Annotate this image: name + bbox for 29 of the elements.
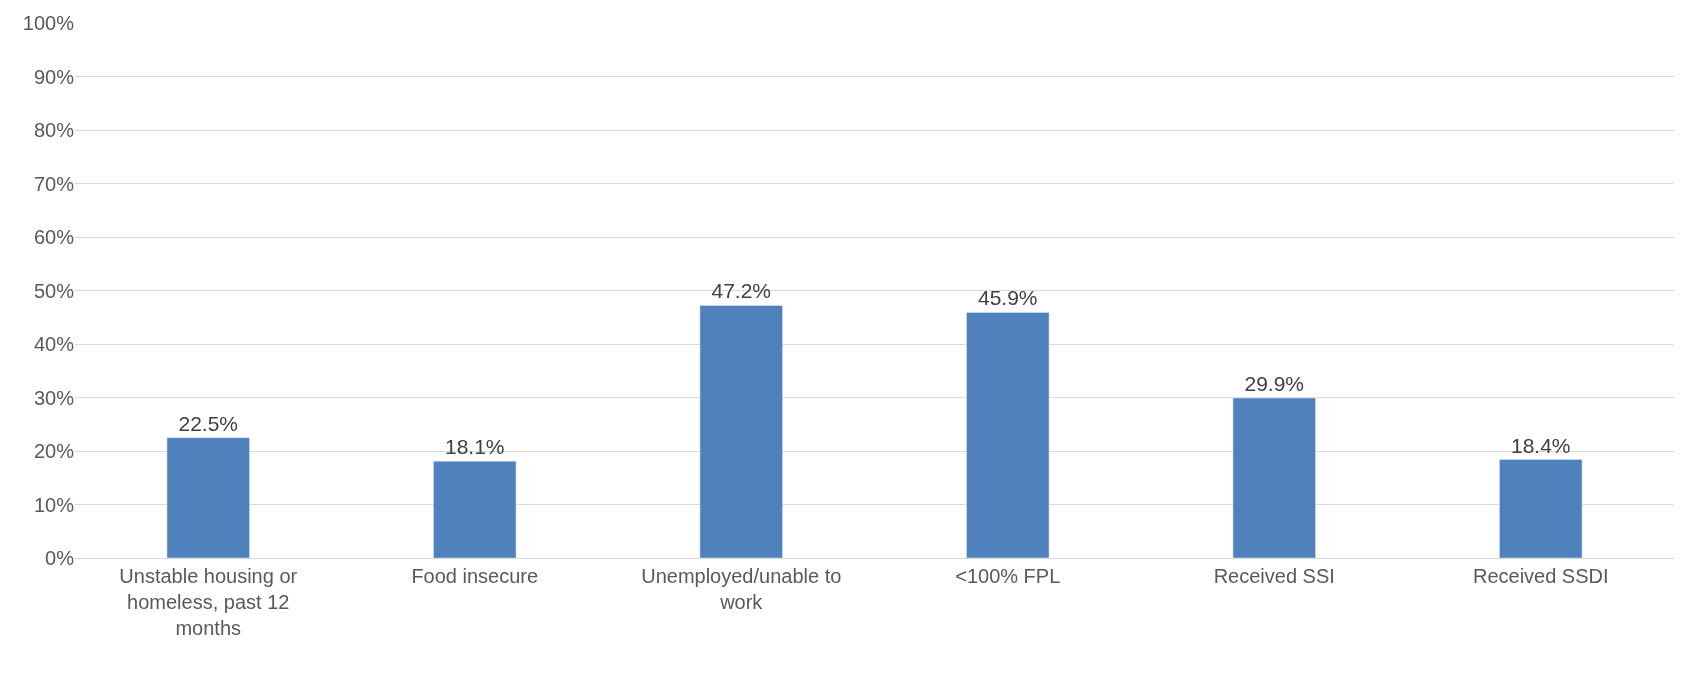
bar xyxy=(166,437,250,558)
y-tick-label: 60% xyxy=(33,226,75,248)
data-label: 22.5% xyxy=(178,411,239,435)
y-tick-label: 0% xyxy=(45,547,75,569)
bar xyxy=(433,460,517,558)
x-tick-label: Received SSDI xyxy=(1472,565,1609,587)
y-tick-label: 50% xyxy=(33,279,75,302)
x-tick-label: Unstable housing or homeless, past 12 months xyxy=(119,565,298,639)
x-tick-label: <100% FPL xyxy=(955,565,1061,587)
data-label: 18.1% xyxy=(444,435,505,459)
bar xyxy=(699,305,783,558)
data-label: 45.9% xyxy=(977,286,1038,310)
y-tick-label: 80% xyxy=(33,119,75,141)
y-tick-label: 20% xyxy=(33,440,75,462)
y-tick-label: 90% xyxy=(33,65,75,88)
y-tick-label: 70% xyxy=(33,172,75,195)
bar xyxy=(1232,397,1316,558)
x-tick-label: Food insecure xyxy=(411,565,539,587)
y-tick-label: 10% xyxy=(33,493,75,516)
bar xyxy=(966,312,1050,558)
x-tick-label: Unemployed/unable to work xyxy=(641,565,842,613)
data-label: 29.9% xyxy=(1244,372,1305,396)
y-tick-label: 40% xyxy=(33,333,75,355)
data-label: 47.2% xyxy=(711,279,772,303)
data-label: 18.4% xyxy=(1510,433,1571,457)
y-tick-label: 30% xyxy=(33,386,75,409)
bar xyxy=(1499,459,1583,558)
x-tick-label: Received SSI xyxy=(1213,565,1335,587)
y-tick-label: 100% xyxy=(22,12,75,34)
